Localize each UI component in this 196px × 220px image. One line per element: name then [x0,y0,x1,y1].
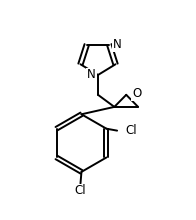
Text: N: N [87,68,96,81]
Text: Cl: Cl [75,184,86,198]
Text: N: N [113,38,122,51]
Text: O: O [132,87,141,100]
Text: Cl: Cl [125,124,137,137]
